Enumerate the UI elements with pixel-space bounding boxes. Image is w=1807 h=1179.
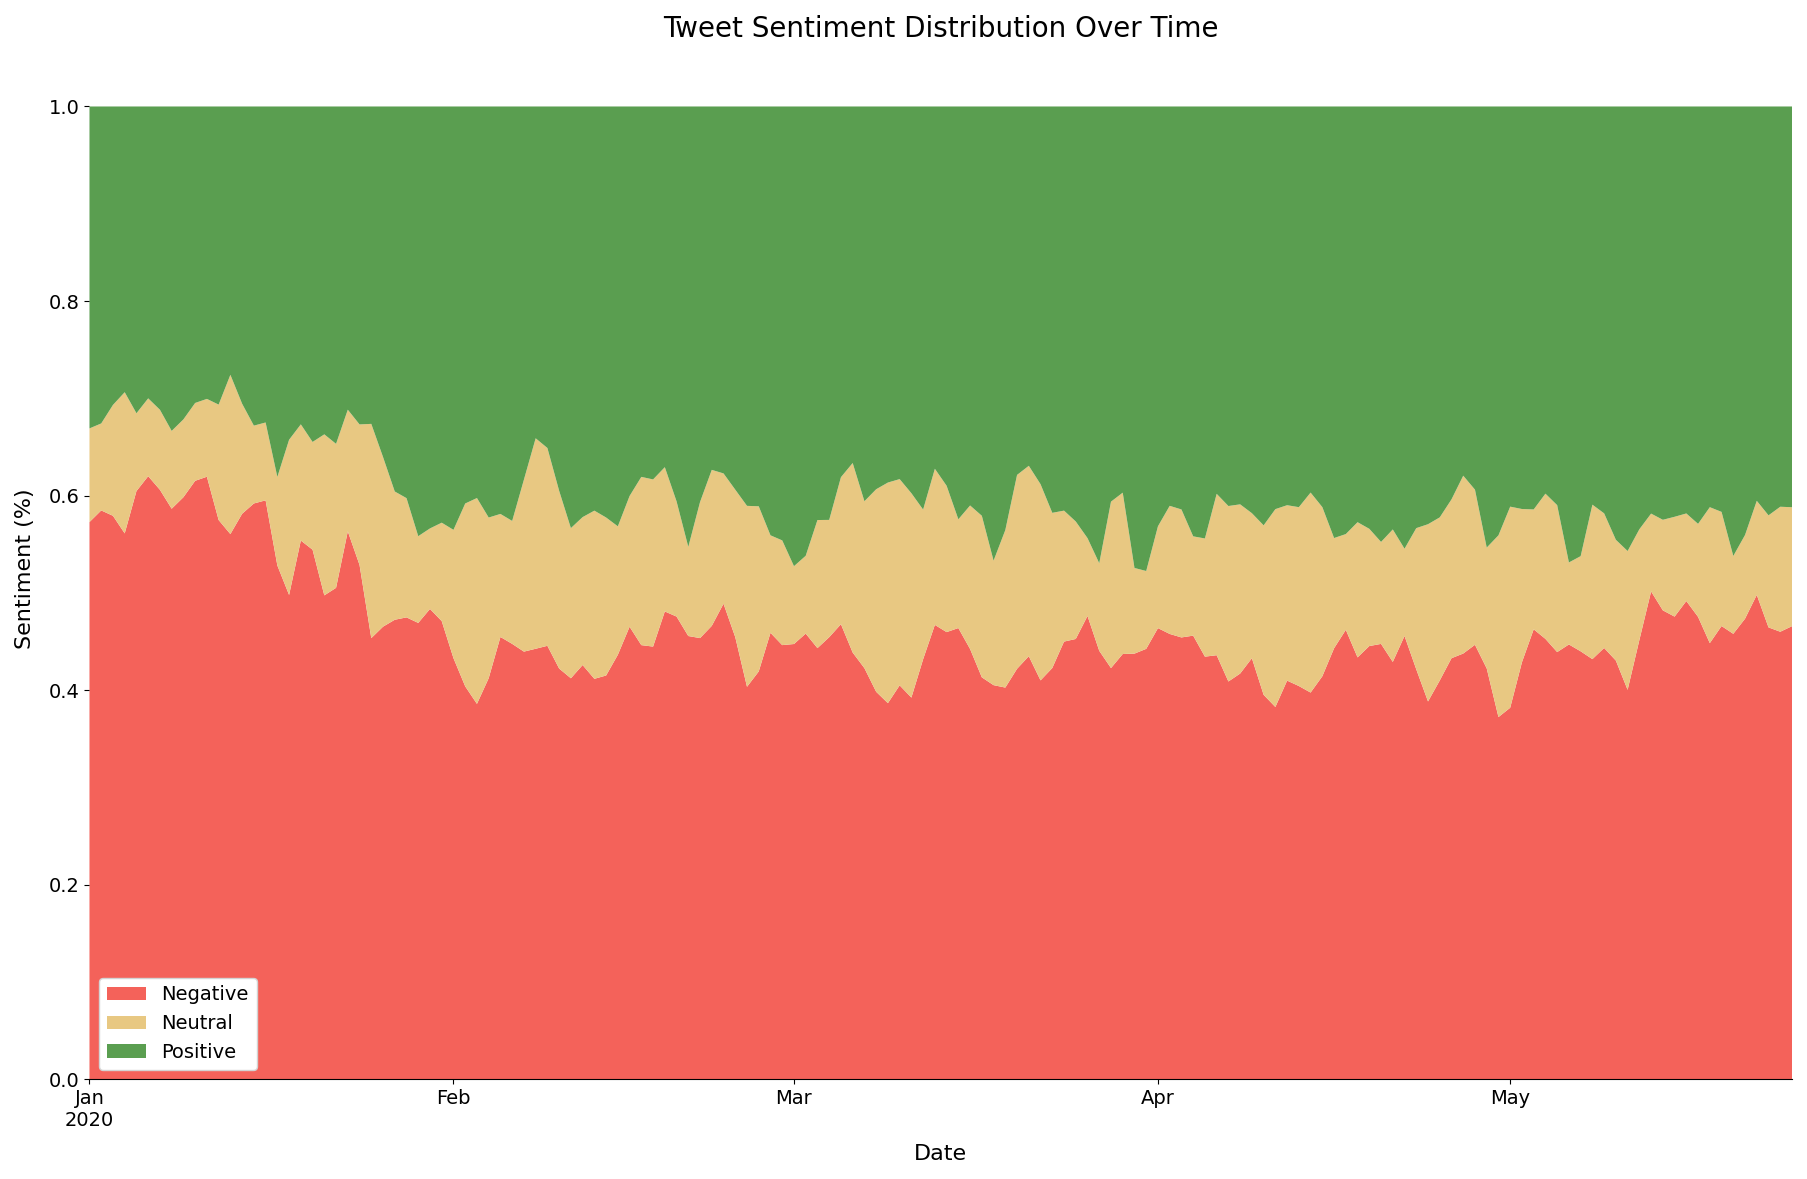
X-axis label: Date: Date — [914, 1144, 967, 1164]
Title: Tweet Sentiment Distribution Over Time: Tweet Sentiment Distribution Over Time — [663, 15, 1218, 42]
Legend: Negative, Neutral, Positive: Negative, Neutral, Positive — [99, 977, 257, 1069]
Y-axis label: Sentiment (%): Sentiment (%) — [14, 488, 34, 648]
